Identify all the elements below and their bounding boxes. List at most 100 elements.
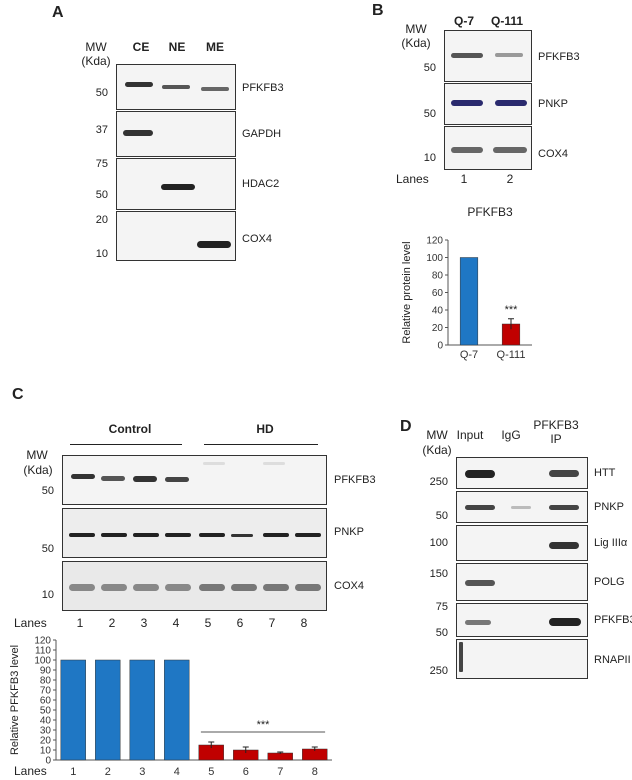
panel-c-mw-label: MW <box>26 448 48 462</box>
panel-a-protein-2: GAPDH <box>242 128 282 140</box>
panel-c-protein-3: COX4 <box>334 580 364 592</box>
y-axis-label: Relative protein level <box>401 241 413 343</box>
panel-a-letter: A <box>52 4 64 21</box>
panel-d-lane-pfkfb3: PFKFB3 <box>533 418 579 432</box>
significance-marker: *** <box>505 304 519 316</box>
panel-c-lane-8: 8 <box>300 616 308 630</box>
panel-a-marker-3: 50 <box>95 189 108 201</box>
panel-b-lanes-label: Lanes <box>396 172 429 186</box>
significance-marker: *** <box>257 719 271 731</box>
panel-d-marker-6: 250 <box>429 665 448 677</box>
x-tick-label-7: 7 <box>277 766 283 778</box>
panel-c-hd-line <box>204 444 318 445</box>
panel-a-mw-label: MW <box>85 40 107 54</box>
bar-1 <box>60 659 86 761</box>
y-tick-label: 60 <box>432 288 444 299</box>
panel-b-lane-num-1: 1 <box>460 172 468 186</box>
y-tick-label: 100 <box>426 253 443 264</box>
panel-a-marker-1: 50 <box>95 87 108 99</box>
panel-d-marker-1: 250 <box>429 476 448 488</box>
y-tick-label: 50 <box>40 706 52 717</box>
panel-d-marker-4: 150 <box>429 568 448 580</box>
panel-d-marker-5a: 75 <box>435 601 448 613</box>
chart-title: PFKFB3 <box>467 205 513 219</box>
panel-c-letter: C <box>12 386 24 403</box>
panel-d-marker-2: 50 <box>435 510 448 522</box>
panel-b-lane-num-2: 2 <box>506 172 514 186</box>
panel-c-group-hd: HD <box>256 422 274 436</box>
panel-d-lane-input: Input <box>456 428 484 442</box>
panel-d-protein-5: PFKFB3 <box>594 614 632 626</box>
panel-d-blot-htt <box>456 457 588 489</box>
y-tick-label: 80 <box>432 271 444 282</box>
panel-c-lane-1: 1 <box>76 616 84 630</box>
y-tick-label: 110 <box>35 646 51 657</box>
panel-a-marker-3a: 75 <box>95 158 108 170</box>
panel-c-marker-1: 50 <box>41 485 54 497</box>
panel-c-lane-4: 4 <box>172 616 180 630</box>
panel-b-kda-label: (Kda) <box>401 36 431 50</box>
panel-c-lane-6: 6 <box>236 616 244 630</box>
panel-d-blot-lig3 <box>456 525 588 561</box>
y-tick-label: 0 <box>45 756 51 767</box>
y-tick-label: 30 <box>40 726 52 737</box>
y-tick-label: 70 <box>40 686 52 697</box>
panel-b-marker-3: 10 <box>423 152 436 164</box>
panel-d-blot-polg <box>456 563 588 601</box>
panel-a-blot-cox4 <box>116 211 236 261</box>
panel-a-lane-me: ME <box>206 40 224 54</box>
panel-b-blot-pnkp <box>444 83 532 125</box>
panel-d-protein-2: PNKP <box>594 501 624 513</box>
y-tick-label: 40 <box>432 306 444 317</box>
panel-b-letter: B <box>372 2 384 19</box>
panel-a-protein-4: COX4 <box>242 233 272 245</box>
panel-b-lane-q7: Q-7 <box>453 14 474 28</box>
y-tick-label: 60 <box>40 696 52 707</box>
panel-c-lane-7: 7 <box>268 616 276 630</box>
panel-c-lane-5: 5 <box>204 616 212 630</box>
panel-a-marker-4a: 20 <box>95 214 108 226</box>
y-tick-label: 120 <box>34 636 51 647</box>
panel-d-mw-label: MW <box>426 428 448 442</box>
panel-c-lane-3: 3 <box>140 616 148 630</box>
panel-c-control-line <box>70 444 182 445</box>
panel-b-lane-q111: Q-111 <box>490 14 524 28</box>
panel-b-protein-2: PNKP <box>538 98 568 110</box>
y-tick-label: 20 <box>40 736 52 747</box>
panel-d-blot-pfkfb3 <box>456 603 588 637</box>
x-tick-label-4: 4 <box>174 766 180 778</box>
panel-a-blot-gapdh <box>116 111 236 157</box>
y-axis-label: Relative PFKFB3 level <box>9 645 21 755</box>
y-tick-label: 100 <box>34 656 51 667</box>
panel-d-letter: D <box>400 418 412 435</box>
x-tick-label-8: 8 <box>312 766 318 778</box>
y-tick-label: 40 <box>40 716 52 727</box>
panel-a-protein-3: HDAC2 <box>242 178 280 190</box>
panel-d-blot-rnapii <box>456 639 588 679</box>
panel-c-lane-2: 2 <box>108 616 116 630</box>
panel-a-marker-2: 37 <box>95 124 108 136</box>
panel-c-group-control: Control <box>108 422 152 436</box>
panel-d-lane-igg: IgG <box>501 428 521 442</box>
panel-a-protein-1: PFKFB3 <box>242 82 284 94</box>
panel-c-kda-label: (Kda) <box>23 463 53 477</box>
x-tick-label-6: 6 <box>243 766 249 778</box>
x-tick-label-2: 2 <box>105 766 111 778</box>
x-tick-label-1: Q-7 <box>460 349 478 361</box>
panel-d-kda-label: (Kda) <box>422 443 452 457</box>
panel-d-marker-5: 50 <box>435 627 448 639</box>
x-tick-label-5: 5 <box>208 766 214 778</box>
panel-a-blot-hdac2 <box>116 158 236 210</box>
panel-a-lane-ne: NE <box>168 40 186 54</box>
y-tick-label: 20 <box>432 323 444 334</box>
panel-a-blot-pfkfb3 <box>116 64 236 110</box>
bar-7 <box>267 752 293 761</box>
panel-b-blot-pfkfb3 <box>444 30 532 82</box>
panel-b-mw-label: MW <box>405 22 427 36</box>
panel-c-protein-1: PFKFB3 <box>334 474 376 486</box>
panel-c-blot-pnkp <box>62 508 327 558</box>
panel-c-blot-cox4 <box>62 561 327 611</box>
panel-b-protein-1: PFKFB3 <box>538 51 580 63</box>
bar-3 <box>129 659 155 761</box>
